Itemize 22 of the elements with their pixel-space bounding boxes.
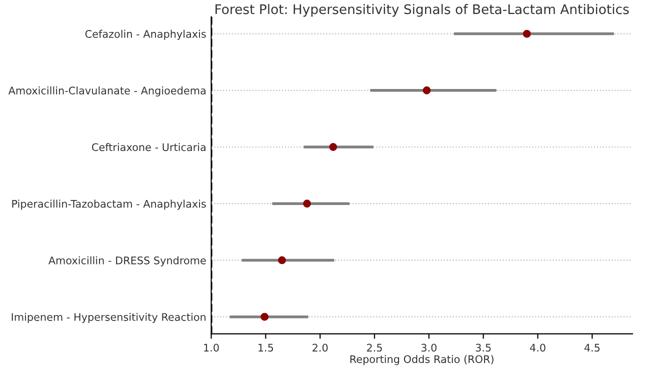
chart-title: Forest Plot: Hypersensitivity Signals of Beta-Lactam Antibiotics (216, 4, 629, 17)
x-tick-label: 4.0 (530, 344, 546, 352)
x-tick-label: 3.0 (421, 344, 437, 352)
y-tick-label: Amoxicillin-Clavulanate - Angioedema (8, 86, 206, 97)
x-tick-label: 2.0 (312, 344, 328, 352)
x-tick-label: 4.5 (584, 344, 600, 352)
x-tick-label: 2.5 (366, 344, 382, 352)
y-tick-label: Amoxicillin - DRESS Syndrome (48, 256, 206, 266)
x-axis-title: Reporting Odds Ratio (ROR) (350, 355, 494, 366)
point (278, 256, 286, 264)
x-tick-label: 1.0 (204, 344, 219, 352)
y-tick-label: Piperacillin-Tazobactam - Anaphylaxis (12, 200, 206, 210)
point (329, 143, 338, 151)
y-tick-label: Imipenem - Hypersensitivity Reaction (12, 312, 206, 323)
x-tick-label: 3.5 (476, 344, 491, 352)
point (260, 312, 269, 321)
point (422, 86, 431, 94)
point (522, 30, 531, 38)
y-tick-label: Cefazolin - Anaphylaxis (85, 30, 206, 40)
y-tick-label: Ceftriaxone - Urticaria (92, 143, 206, 152)
x-tick-label: 1.5 (258, 344, 274, 352)
point (303, 200, 311, 208)
